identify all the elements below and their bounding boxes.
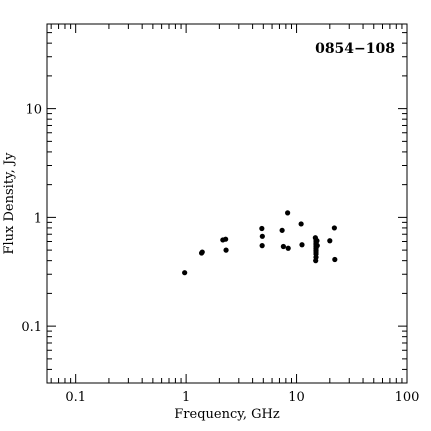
- x-tick-label: 10: [288, 390, 305, 405]
- y-tick-label: 0.1: [21, 320, 42, 335]
- data-point: [259, 243, 265, 249]
- data-point: [223, 247, 229, 253]
- x-tick-label: 100: [395, 390, 420, 405]
- data-point: [313, 258, 319, 264]
- data-point: [259, 233, 265, 239]
- y-tick-label: 10: [25, 103, 42, 118]
- data-point: [280, 243, 286, 250]
- x-axis-label: Frequency, GHz: [174, 407, 280, 422]
- axis-tick-labels: 0.1 1 10 100 0.1 1 10: [21, 103, 419, 405]
- y-axis-label: Flux Density, Jy: [2, 152, 17, 255]
- plot-title: 0854−108: [315, 41, 395, 57]
- data-point: [199, 249, 205, 255]
- y-tick-label: 1: [34, 211, 42, 226]
- data-point: [332, 256, 338, 263]
- plot-frame: [46, 23, 408, 384]
- data-point: [314, 243, 320, 249]
- data-point: [279, 227, 285, 233]
- data-point: [285, 210, 291, 216]
- data-point: [182, 270, 188, 276]
- data-point: [259, 225, 265, 232]
- axis-ticks: [47, 23, 408, 384]
- data-points: [182, 210, 338, 276]
- data-point: [327, 238, 333, 244]
- x-tick-label: 0.1: [65, 390, 86, 405]
- data-point: [298, 221, 304, 227]
- data-point: [331, 225, 337, 231]
- data-point: [299, 242, 305, 248]
- data-point: [285, 245, 291, 251]
- data-point: [223, 236, 229, 242]
- data-point: [314, 238, 320, 244]
- x-tick-label: 1: [182, 390, 190, 405]
